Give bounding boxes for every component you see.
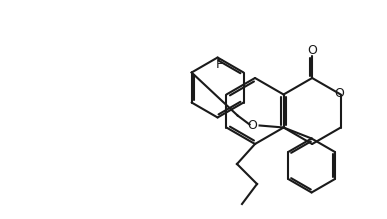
Text: O: O: [334, 87, 344, 100]
Text: O: O: [307, 44, 317, 57]
Text: F: F: [216, 58, 223, 71]
Text: O: O: [248, 119, 257, 132]
